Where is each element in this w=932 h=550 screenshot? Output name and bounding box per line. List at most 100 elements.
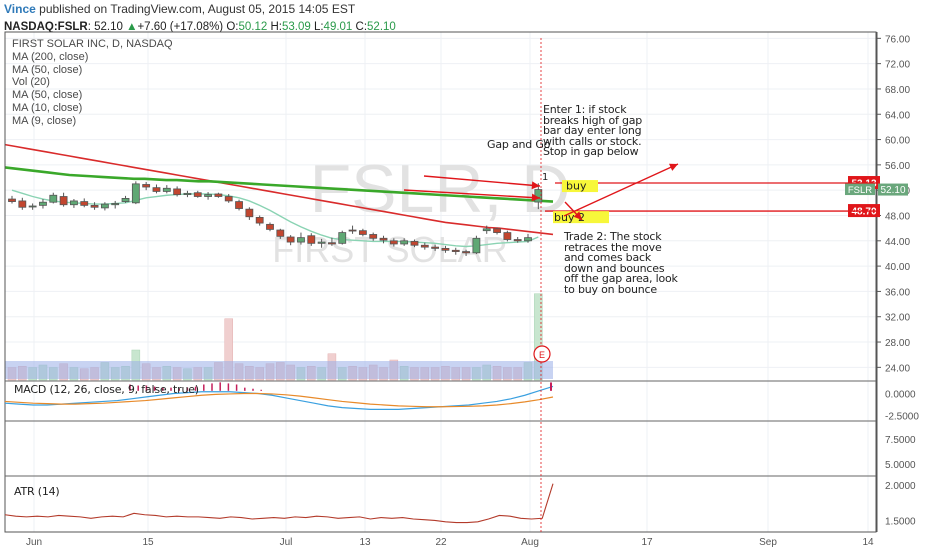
candle-body (70, 200, 78, 206)
candle-body (173, 188, 182, 196)
marker-one: 1 (542, 172, 548, 183)
candle-body (328, 242, 336, 245)
candle-body (266, 223, 274, 230)
author-name[interactable]: Vince (4, 2, 36, 16)
candle-body (441, 247, 450, 251)
macd-line (4, 385, 554, 410)
legend-item[interactable]: MA (50, close) (12, 89, 83, 102)
price-axis-label: 60.00 (885, 136, 910, 147)
candle-body (90, 204, 99, 208)
arrow-gap-2-head (531, 193, 540, 202)
ma-200-line (4, 143, 554, 236)
enter1-note: Enter 1: if stock breaks high of gap bar… (543, 103, 643, 159)
chart-legend[interactable]: FIRST SOLAR INC, D, NASDAQ MA (200, clos… (12, 38, 173, 128)
macd-axis-label: 0.0000 (885, 389, 916, 400)
time-axis-label: 22 (435, 537, 447, 548)
open-label: O: (226, 21, 239, 33)
up-arrow-icon: ▲ (126, 21, 138, 33)
legend-item[interactable]: MA (50, close) (12, 63, 83, 76)
candle-body (193, 192, 202, 197)
arrow-breakout-head (669, 163, 678, 171)
candle-body (462, 251, 470, 254)
candle-body (245, 208, 254, 218)
price-axis-label: 32.00 (885, 313, 910, 324)
legend-item[interactable]: MA (200, close) (12, 50, 89, 63)
price-axis-label: 56.00 (885, 161, 910, 172)
symbol-tag-bg (845, 183, 875, 196)
candle-body (307, 235, 316, 244)
macd-signal-line (4, 392, 554, 408)
arrow-gap-and-go-head (531, 181, 540, 190)
symbol: NASDAQ:FSLR (4, 21, 88, 33)
candle-body (493, 228, 501, 233)
arrow-breakout (563, 163, 679, 217)
low-label: L: (313, 21, 324, 33)
candle-body (317, 241, 326, 244)
macd-legend[interactable]: MACD (12, 26, close, 9, false, true) (14, 383, 199, 396)
price-axis-label: 68.00 (885, 85, 910, 96)
time-axis-label: 14 (862, 537, 874, 548)
time-axis-label: Jun (26, 537, 42, 548)
panel3-axis-label: 7.5000 (885, 435, 916, 446)
candle-body (503, 232, 512, 240)
legend-item[interactable]: MA (9, close) (12, 114, 77, 127)
volume-ma-area (5, 361, 553, 379)
legend-item[interactable]: MA (10, close) (12, 101, 83, 114)
candle-body (420, 244, 429, 248)
candle-body (524, 237, 532, 242)
volume-bar (534, 293, 543, 381)
earnings-marker-circle (533, 345, 551, 363)
candle-body (400, 240, 409, 245)
candle-body (59, 196, 68, 206)
publish-line: Vince published on TradingView.com, Augu… (4, 2, 355, 16)
atr-legend[interactable]: ATR (14) (14, 485, 60, 498)
indicator-panels (4, 31, 877, 533)
gap-and-go-note: Gap and Go (487, 138, 551, 151)
candle-body (286, 236, 295, 243)
candle-body (162, 187, 171, 192)
candle-body (121, 198, 130, 202)
close-label: C: (355, 21, 368, 33)
symbol-value-tag: 52.10 (880, 185, 905, 196)
time-axis-label: 17 (641, 537, 653, 548)
symbol-value-tag-bg (878, 183, 908, 196)
candle-body (389, 240, 398, 245)
price-axis-label: 44.00 (885, 237, 910, 248)
published-text: published on TradingView.com, August 05,… (39, 2, 356, 16)
arrow-retrace-head (573, 211, 582, 220)
time-axis-label: Sep (759, 537, 777, 548)
candle-body (111, 203, 120, 206)
quote-line: NASDAQ:FSLR: 52.10 ▲+7.60 (+17.08%) O:50… (4, 21, 396, 33)
buy-label: buy (566, 180, 587, 193)
price-axis-label: 48.00 (885, 211, 910, 222)
price-axis-label: 64.00 (885, 110, 910, 121)
candle-body (410, 241, 419, 246)
candle-body (338, 232, 347, 244)
price-axis-label: 72.00 (885, 60, 910, 71)
open-value: 50.12 (238, 21, 268, 33)
atr-axis-label: 1.5000 (885, 516, 916, 527)
axes: 76.0072.0068.0064.0060.0056.0052.0048.00… (5, 32, 919, 548)
price-axis-label: 28.00 (885, 338, 910, 349)
time-axis-label: 13 (359, 537, 371, 548)
price-axis-label: 24.00 (885, 363, 910, 374)
candle-body (80, 201, 89, 206)
time-axis-label: Aug (521, 537, 539, 548)
candle-body (451, 249, 460, 252)
time-axis-label: 15 (142, 537, 154, 548)
candle-body (235, 201, 243, 209)
macd-axis-label: -2.5000 (885, 412, 919, 423)
arrow-gap-and-go (423, 175, 541, 187)
price-axis-label: 40.00 (885, 262, 910, 273)
candle-body (100, 203, 109, 209)
atr-line (4, 483, 554, 524)
ma-10-line (11, 189, 539, 248)
candle-body (28, 205, 37, 208)
candles[interactable] (8, 181, 543, 256)
candle-body (482, 228, 491, 232)
candle-body (431, 246, 440, 249)
legend-item[interactable]: Vol (20) (12, 76, 50, 89)
price-tag-low: 48.70 (851, 207, 876, 218)
